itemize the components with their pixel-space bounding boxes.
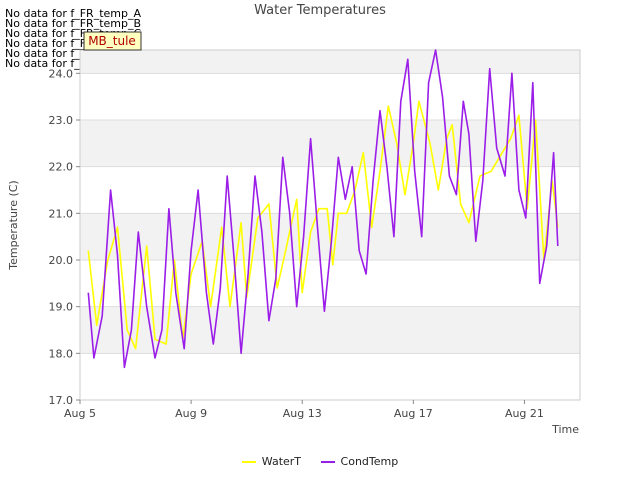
series-line-watert bbox=[87, 100, 559, 350]
legend: WaterT CondTemp bbox=[0, 454, 640, 468]
x-axis-ticks: Aug 5 Aug 9 Aug 13 Aug 17 Aug 21 bbox=[64, 400, 544, 420]
plot-frame bbox=[79, 49, 581, 401]
series-line-condtemp bbox=[87, 49, 559, 369]
y-axis-ticks: 17.0 18.0 19.0 20.0 21.0 22.0 23.0 24.0 bbox=[49, 67, 80, 407]
no-data-message: No data for f_FR_temp_A bbox=[5, 7, 141, 20]
legend-swatch bbox=[320, 460, 335, 463]
plot-band bbox=[80, 50, 580, 74]
legend-item-condtemp[interactable]: CondTemp bbox=[320, 454, 399, 468]
x-tick-label: Aug 9 bbox=[175, 407, 207, 420]
plot-band bbox=[80, 306, 580, 354]
y-tick-label: 24.0 bbox=[49, 67, 74, 80]
y-tick-label: 23.0 bbox=[49, 114, 74, 127]
series-lines bbox=[87, 49, 559, 369]
legend-label: CondTemp bbox=[340, 454, 399, 468]
tooltip-box bbox=[83, 31, 142, 51]
y-tick-label: 18.0 bbox=[49, 347, 74, 360]
x-axis-label: Time bbox=[551, 423, 579, 436]
legend-swatch bbox=[241, 460, 256, 463]
y-tick-label: 19.0 bbox=[49, 301, 74, 314]
plot-bands bbox=[80, 50, 580, 354]
no-data-message: No data for f_Temp_A bbox=[5, 47, 123, 60]
y-tick-label: 20.0 bbox=[49, 254, 74, 267]
legend-label: WaterT bbox=[261, 454, 302, 468]
y-tick-label: 17.0 bbox=[49, 394, 74, 407]
chart-title: Water Temperatures bbox=[254, 3, 386, 18]
no-data-message: No data for f_FR_temp_B bbox=[5, 17, 142, 30]
x-tick-label: Aug 17 bbox=[394, 407, 433, 420]
plot-band bbox=[80, 120, 580, 167]
x-tick-label: Aug 5 bbox=[64, 407, 96, 420]
y-tick-label: 21.0 bbox=[49, 207, 74, 220]
no-data-message: No data for f_FD_Temp_1 bbox=[5, 37, 142, 50]
x-tick-label: Aug 13 bbox=[283, 407, 322, 420]
y-tick-label: 22.0 bbox=[49, 161, 74, 174]
y-axis-label: Temperature (C) bbox=[7, 180, 20, 270]
legend-item-watert[interactable]: WaterT bbox=[241, 454, 302, 468]
tooltip: MB_tule bbox=[83, 31, 142, 51]
no-data-message: No data for f_FR_temp_C bbox=[5, 27, 142, 40]
tooltip-label: MB_tule bbox=[88, 34, 136, 48]
x-tick-label: Aug 21 bbox=[505, 407, 544, 420]
